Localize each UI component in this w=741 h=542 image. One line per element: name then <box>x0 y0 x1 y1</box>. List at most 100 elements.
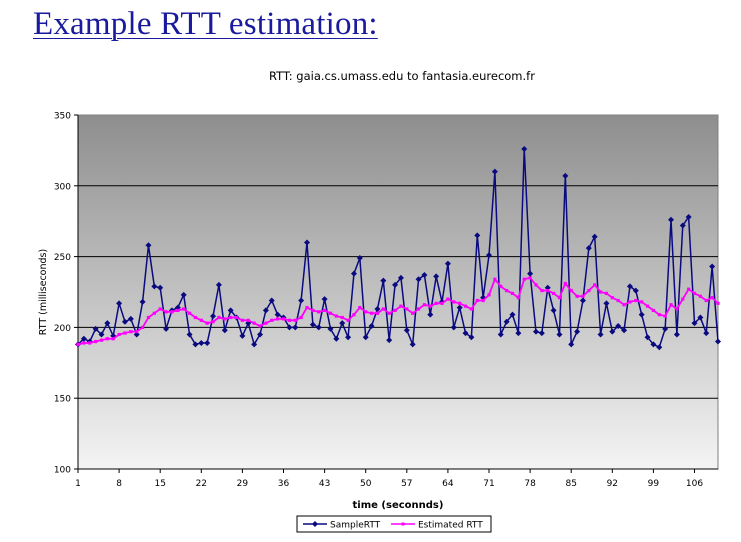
point-estimated-rtt <box>229 315 233 320</box>
point-samplertt <box>550 307 557 314</box>
point-samplertt <box>221 327 228 334</box>
point-estimated-rtt <box>440 301 444 305</box>
point-samplertt <box>644 334 651 341</box>
point-estimated-rtt <box>422 303 427 307</box>
point-estimated-rtt <box>604 291 609 296</box>
point-samplertt <box>303 239 310 246</box>
point-estimated-rtt <box>534 283 538 287</box>
point-estimated-rtt <box>187 311 192 315</box>
point-samplertt <box>356 255 363 262</box>
point-estimated-rtt <box>675 307 679 311</box>
point-samplertt <box>145 242 152 249</box>
point-samplertt <box>409 341 416 348</box>
point-estimated-rtt <box>170 310 174 314</box>
point-samplertt <box>603 300 610 307</box>
point-samplertt <box>157 284 164 291</box>
point-estimated-rtt <box>264 321 268 325</box>
x-tick-label-1: 1 <box>75 479 81 489</box>
point-estimated-rtt <box>182 307 186 311</box>
point-samplertt <box>321 296 328 303</box>
point-estimated-rtt <box>681 297 685 301</box>
y-tick-label-250: 250 <box>54 253 71 263</box>
legend-label-estimated-rtt: Estimated RTT <box>418 521 483 531</box>
point-estimated-rtt <box>434 301 438 305</box>
y-axis-label: RTT (milliseconds) <box>38 249 49 335</box>
y-tick-label-200: 200 <box>54 324 71 334</box>
x-tick-label-43: 43 <box>319 479 330 489</box>
point-samplertt <box>392 281 399 288</box>
point-estimated-rtt <box>716 301 720 305</box>
y-tick-label-150: 150 <box>54 395 71 405</box>
point-samplertt <box>380 277 387 284</box>
point-estimated-rtt <box>117 332 121 337</box>
point-samplertt <box>668 216 675 223</box>
point-estimated-rtt <box>111 337 115 341</box>
point-samplertt <box>350 270 357 277</box>
point-estimated-rtt <box>692 291 697 296</box>
point-samplertt <box>650 341 657 348</box>
y-axis: 100 150 200 250 300 350 <box>54 112 79 476</box>
point-samplertt <box>697 314 704 321</box>
point-estimated-rtt <box>94 339 98 344</box>
point-samplertt <box>298 297 305 304</box>
point-estimated-rtt <box>276 317 280 321</box>
point-samplertt <box>239 332 246 339</box>
point-samplertt <box>609 328 616 335</box>
x-tick-label-92: 92 <box>607 479 618 489</box>
point-estimated-rtt <box>105 337 109 341</box>
point-samplertt <box>315 324 322 331</box>
point-samplertt <box>532 328 539 335</box>
point-estimated-rtt <box>393 308 397 313</box>
point-samplertt <box>80 335 87 342</box>
point-estimated-rtt <box>411 311 415 315</box>
point-estimated-rtt <box>528 276 532 280</box>
point-estimated-rtt <box>487 293 491 297</box>
point-estimated-rtt <box>657 313 661 317</box>
point-estimated-rtt <box>522 277 526 281</box>
x-tick-label-99: 99 <box>648 479 660 489</box>
point-estimated-rtt <box>246 318 250 322</box>
point-estimated-rtt <box>663 314 667 318</box>
point-estimated-rtt <box>387 311 391 315</box>
point-samplertt <box>333 335 340 342</box>
point-samplertt <box>403 327 410 334</box>
point-estimated-rtt <box>305 305 309 310</box>
y-tick-label-300: 300 <box>54 182 71 192</box>
y-tick-label-100: 100 <box>54 466 71 476</box>
point-estimated-rtt <box>152 311 156 315</box>
point-estimated-rtt <box>346 318 350 322</box>
point-samplertt <box>703 330 710 337</box>
point-estimated-rtt <box>587 288 591 293</box>
point-samplertt <box>662 325 669 332</box>
point-estimated-rtt <box>610 296 614 300</box>
legend: SampleRTT Estimated RTT <box>296 515 492 533</box>
point-samplertt <box>621 327 628 334</box>
point-estimated-rtt <box>270 318 274 322</box>
x-tick-label-78: 78 <box>524 479 536 489</box>
point-estimated-rtt <box>258 324 262 328</box>
point-samplertt <box>673 331 680 338</box>
point-samplertt <box>562 172 569 179</box>
point-estimated-rtt <box>499 284 503 288</box>
point-estimated-rtt <box>405 307 409 311</box>
point-samplertt <box>462 330 469 337</box>
point-estimated-rtt <box>645 304 650 308</box>
point-samplertt <box>509 311 516 318</box>
point-samplertt <box>421 272 428 279</box>
point-samplertt <box>497 331 504 338</box>
point-estimated-rtt <box>217 315 221 320</box>
point-samplertt <box>591 233 598 240</box>
point-samplertt <box>386 337 393 344</box>
point-samplertt <box>574 328 581 335</box>
x-tick-label-85: 85 <box>565 479 576 489</box>
legend-marker-samplertt <box>312 521 318 527</box>
x-tick-label-29: 29 <box>237 479 249 489</box>
point-samplertt <box>292 324 299 331</box>
point-estimated-rtt <box>287 318 291 322</box>
point-samplertt <box>427 311 434 318</box>
point-estimated-rtt <box>129 330 133 334</box>
point-samplertt <box>262 307 269 314</box>
point-estimated-rtt <box>640 300 644 304</box>
point-samplertt <box>626 283 633 290</box>
